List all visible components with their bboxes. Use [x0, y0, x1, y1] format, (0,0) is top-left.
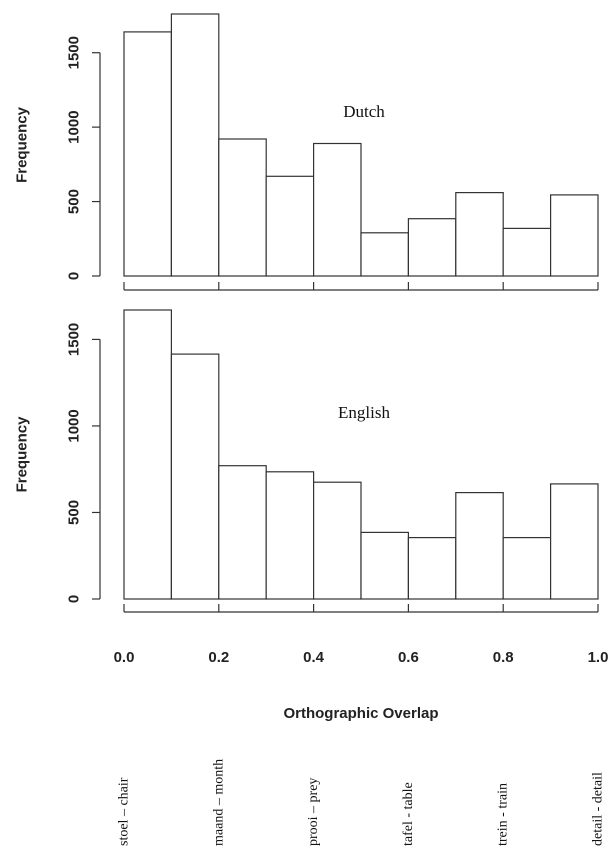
bar-dutch-7: [455, 192, 504, 277]
bar-dutch-0: [123, 31, 173, 277]
y-tick-label-0-1: 500: [66, 189, 83, 214]
x-tick-label-1: 0.2: [208, 649, 229, 666]
bar-english-9: [549, 483, 599, 600]
panel-label-dutch: Dutch: [343, 102, 385, 121]
x-tick-label-2: 0.4: [303, 649, 325, 666]
bar-english-6: [407, 536, 457, 600]
y-tick-label-0-0: 0: [66, 272, 83, 280]
bar-dutch-2: [218, 138, 267, 277]
example-pair-1: maand – month: [211, 759, 226, 846]
y-tick-label-1-3: 1500: [66, 323, 83, 356]
y-tick-label-0-3: 1500: [66, 36, 83, 69]
example-pair-3: tafel - table: [401, 782, 416, 846]
example-pair-2: prooi – prey: [306, 778, 321, 846]
bar-english-4: [313, 481, 362, 600]
y-axis-title-1: Frequency: [14, 416, 31, 493]
bar-english-8: [502, 536, 552, 600]
bar-english-5: [360, 531, 410, 600]
bar-dutch-8: [502, 227, 552, 277]
example-pair-0: stoel – chair: [117, 777, 132, 846]
bar-english-0: [123, 309, 173, 600]
bar-english-1: [170, 353, 220, 600]
y-tick-label-0-2: 1000: [66, 110, 83, 143]
x-tick-label-0: 0.0: [114, 649, 135, 666]
example-pair-4: trein - train: [496, 783, 511, 846]
x-tick-label-3: 0.6: [398, 649, 419, 666]
y-tick-label-1-2: 1000: [66, 409, 83, 442]
bar-dutch-9: [549, 194, 599, 277]
bar-dutch-5: [360, 232, 410, 277]
bar-english-2: [218, 465, 267, 600]
example-pair-5: detail - detail: [591, 772, 606, 846]
bar-dutch-3: [265, 175, 315, 277]
x-axis-title: Orthographic Overlap: [283, 705, 438, 722]
x-tick-label-4: 0.8: [493, 649, 514, 666]
bar-dutch-1: [170, 13, 220, 277]
bar-dutch-4: [313, 142, 362, 277]
bar-english-3: [265, 471, 315, 600]
bar-english-7: [455, 492, 504, 600]
y-axis-title-0: Frequency: [14, 106, 31, 183]
y-tick-label-1-0: 0: [66, 595, 83, 603]
y-tick-label-1-1: 500: [66, 500, 83, 525]
panel-label-english: English: [338, 403, 390, 422]
x-tick-label-5: 1.0: [588, 649, 609, 666]
bar-dutch-6: [407, 218, 457, 277]
